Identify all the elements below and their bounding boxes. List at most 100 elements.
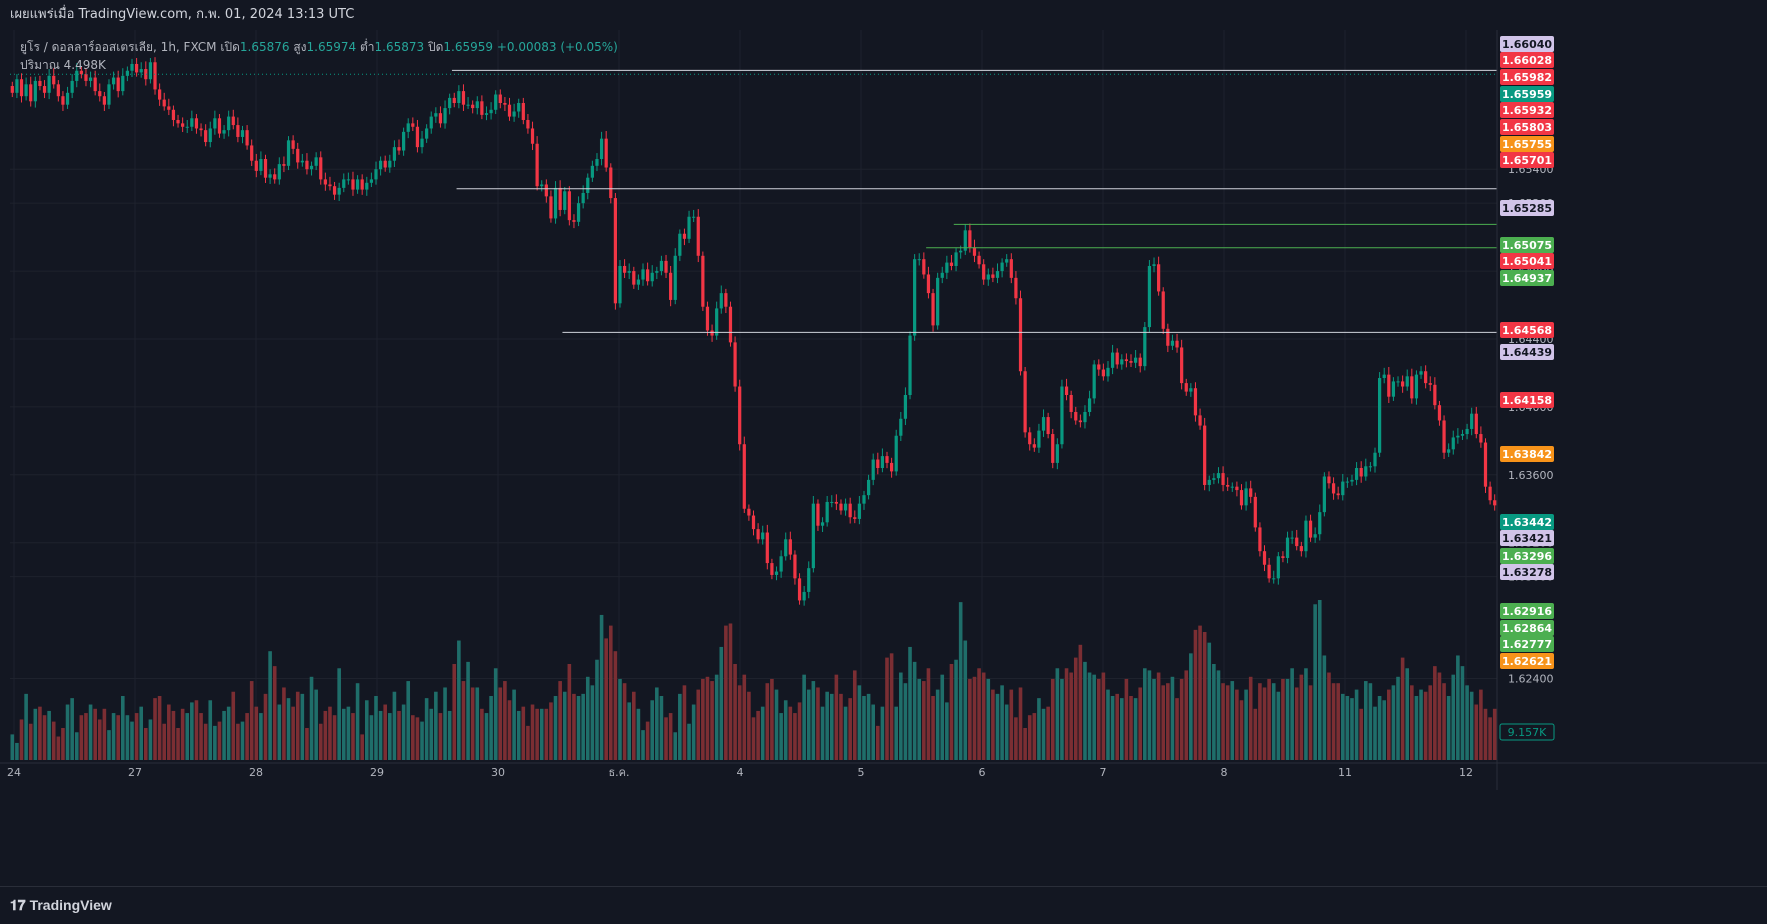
volume-bar bbox=[282, 687, 286, 760]
candle-body bbox=[52, 75, 56, 85]
candle-body bbox=[1207, 479, 1211, 485]
candle-body bbox=[342, 179, 346, 188]
volume-bar bbox=[328, 706, 332, 760]
volume-bar bbox=[627, 702, 632, 760]
volume-bar bbox=[710, 681, 714, 760]
candle-body bbox=[1166, 328, 1170, 346]
volume-bar bbox=[484, 713, 489, 760]
candle-body bbox=[291, 140, 295, 149]
volume-bar bbox=[79, 715, 84, 760]
candle-body bbox=[1295, 537, 1299, 547]
candle-body bbox=[862, 495, 866, 504]
legend-low-value: 1.65873 bbox=[374, 40, 425, 54]
candle-body bbox=[1069, 395, 1073, 412]
volume-bar bbox=[526, 725, 530, 760]
volume-bar bbox=[411, 715, 415, 760]
candle-body bbox=[913, 259, 917, 336]
volume-bar bbox=[176, 728, 180, 760]
candle-body bbox=[940, 272, 944, 278]
legend-symbol[interactable]: ยูโร / ดอลลาร์ออสเตรเลีย, 1h, FXCM bbox=[20, 40, 217, 54]
candle-body bbox=[540, 184, 544, 187]
price-label-badge bbox=[1500, 620, 1554, 636]
volume-bar bbox=[1290, 668, 1294, 760]
candle-body bbox=[134, 63, 139, 73]
price-label-text: 1.62621 bbox=[1502, 655, 1552, 668]
candle-body bbox=[158, 89, 162, 100]
y-tick-label: 1.63600 bbox=[1508, 469, 1554, 482]
volume-bar bbox=[245, 713, 249, 760]
candle-body bbox=[1313, 534, 1317, 538]
candle-body bbox=[604, 138, 608, 168]
volume-bar bbox=[1216, 670, 1221, 760]
volume-bar bbox=[613, 651, 618, 760]
candle-body bbox=[79, 70, 83, 75]
volume-bar bbox=[1317, 600, 1322, 760]
volume-bar bbox=[1115, 693, 1119, 760]
volume-bar bbox=[1456, 655, 1460, 760]
volume-bar bbox=[1363, 681, 1368, 760]
price-label-text: 1.63296 bbox=[1502, 550, 1552, 563]
candle-body bbox=[208, 128, 212, 143]
volume-bar bbox=[816, 687, 820, 760]
candle-body bbox=[521, 103, 525, 120]
candle-body bbox=[572, 220, 576, 222]
candle-body bbox=[553, 187, 558, 219]
volume-bar bbox=[1170, 676, 1175, 760]
volume-bar bbox=[10, 734, 15, 760]
candle-body bbox=[29, 84, 33, 102]
volume-bar bbox=[581, 693, 585, 760]
volume-bar bbox=[1299, 674, 1304, 760]
volume-bar bbox=[986, 678, 991, 760]
volume-bar bbox=[1373, 706, 1377, 760]
price-label-text: 1.65285 bbox=[1502, 202, 1552, 215]
x-tick-label: 29 bbox=[370, 766, 384, 779]
volume-bar bbox=[875, 725, 880, 760]
candle-body bbox=[1267, 564, 1271, 579]
candle-body bbox=[194, 118, 199, 129]
candle-body bbox=[374, 169, 378, 180]
volume-bar bbox=[102, 708, 107, 760]
candle-body bbox=[885, 456, 889, 463]
candle-body bbox=[843, 503, 848, 511]
candle-body bbox=[1428, 383, 1432, 385]
volume-bar bbox=[1414, 696, 1419, 760]
volume-bar bbox=[1396, 676, 1400, 760]
volume-bar bbox=[760, 706, 765, 760]
volume-bar bbox=[1331, 683, 1336, 760]
volume-bar bbox=[1152, 678, 1156, 760]
candlestick-chart[interactable]: 2427282930ธ.ค.4567811121.654001.652001.6… bbox=[0, 30, 1767, 886]
candle-body bbox=[646, 269, 650, 282]
volume-bar bbox=[111, 713, 116, 760]
volume-bar bbox=[42, 715, 47, 760]
candle-body bbox=[328, 184, 332, 187]
volume-bar bbox=[1018, 687, 1023, 760]
price-label-badge bbox=[1500, 322, 1554, 338]
candle-body bbox=[1410, 376, 1414, 399]
volume-bar bbox=[74, 732, 79, 760]
brand-name: TradingView bbox=[29, 897, 112, 913]
candle-body bbox=[816, 503, 820, 526]
candle-body bbox=[724, 293, 728, 307]
volume-bar bbox=[1267, 678, 1271, 760]
candle-body bbox=[98, 91, 102, 97]
tradingview-brand[interactable]: 𝟏𝟕 TradingView bbox=[10, 897, 112, 914]
candle-body bbox=[880, 456, 885, 468]
candle-body bbox=[471, 104, 475, 109]
volume-bar bbox=[1248, 676, 1253, 760]
volume-bar bbox=[659, 696, 664, 760]
candle-body bbox=[263, 159, 268, 178]
volume-bar bbox=[415, 717, 420, 760]
candle-body bbox=[1184, 383, 1188, 392]
candle-body bbox=[1120, 359, 1124, 365]
volume-bar bbox=[213, 725, 217, 760]
volume-bar bbox=[351, 713, 355, 760]
candle-body bbox=[300, 160, 304, 163]
volume-bar bbox=[1037, 698, 1041, 760]
candle-body bbox=[305, 160, 309, 170]
candle-body bbox=[121, 75, 125, 92]
volume-bar bbox=[65, 704, 70, 760]
candle-body bbox=[1028, 432, 1032, 445]
chart-frame[interactable]: 2427282930ธ.ค.4567811121.654001.652001.6… bbox=[0, 30, 1767, 886]
candle-body bbox=[1331, 483, 1336, 494]
volume-bar bbox=[318, 723, 323, 760]
